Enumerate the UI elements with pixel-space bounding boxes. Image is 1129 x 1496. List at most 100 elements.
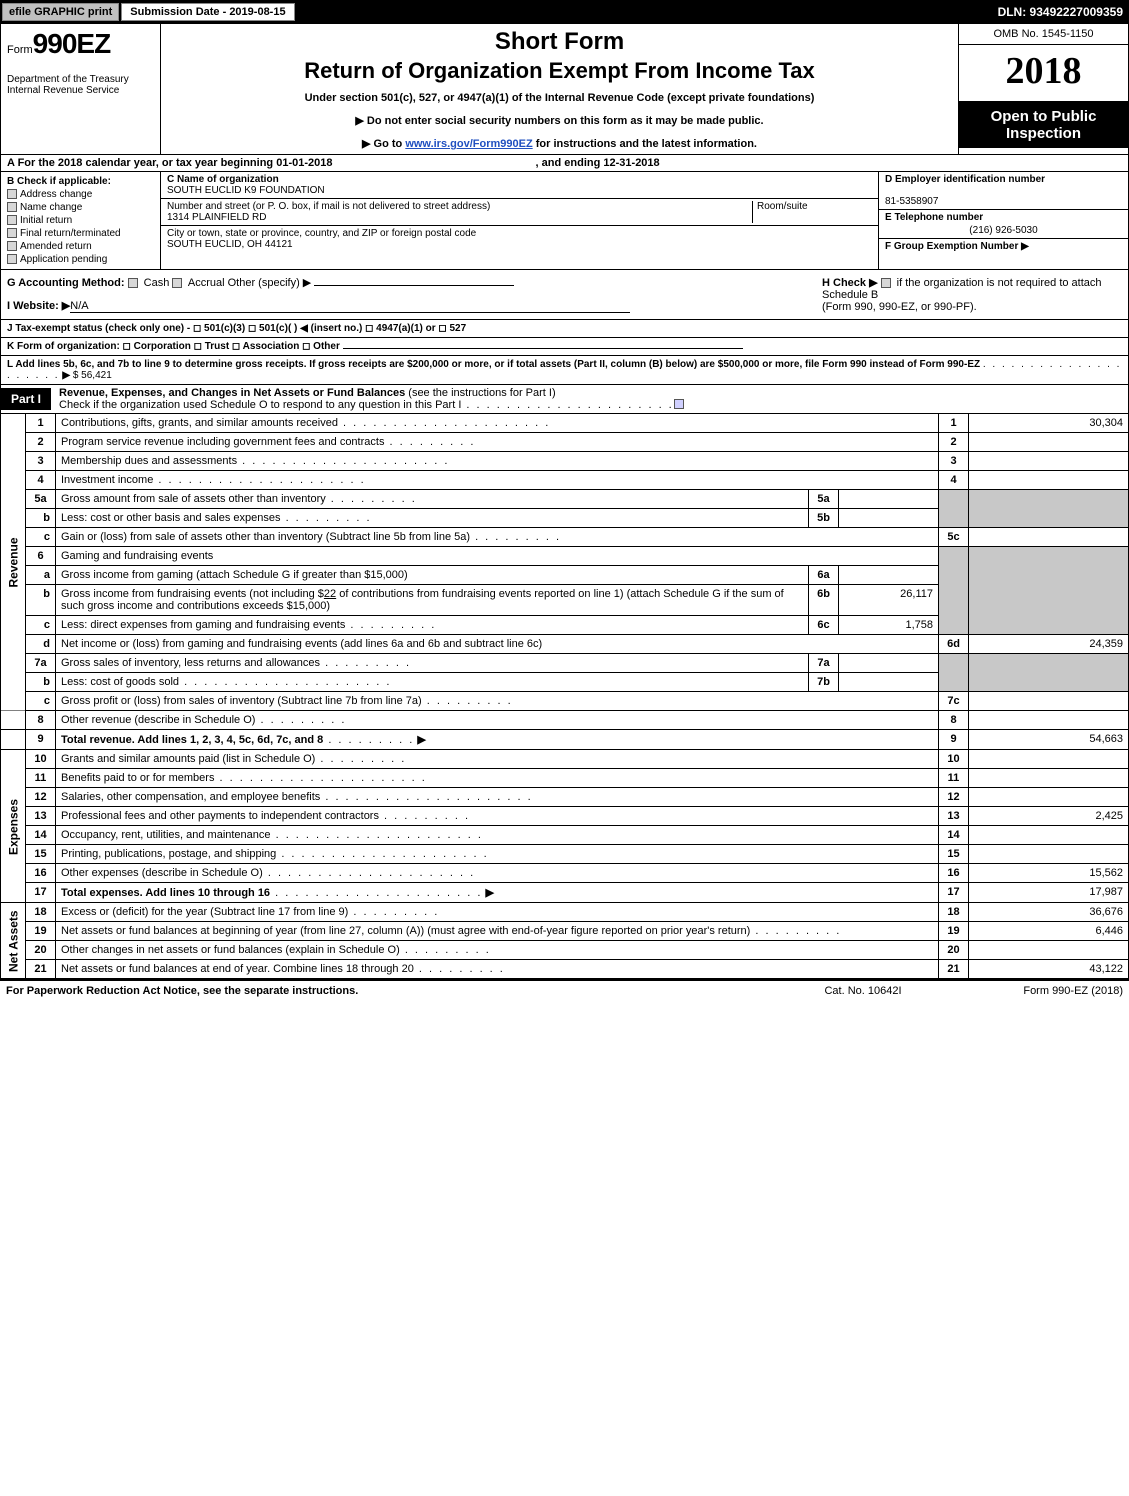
efile-print-button[interactable]: efile GRAPHIC print [2,3,119,21]
l3-num: 3 [26,452,56,471]
l1-desc: Contributions, gifts, grants, and simila… [61,417,338,429]
b-item-1: Name change [20,202,82,213]
l5c-bl: 5c [939,528,969,547]
l6d-amt: 24,359 [969,635,1129,654]
l21-bl: 21 [939,960,969,979]
line-10: Expenses 10 Grants and similar amounts p… [1,750,1129,769]
l15-desc: Printing, publications, postage, and shi… [61,848,276,860]
g-other-line [314,285,514,286]
b-item-3: Final return/terminated [20,228,121,239]
chk-name-change[interactable] [7,202,17,212]
l9-arrow: ▶ [417,734,425,746]
open-public-2: Inspection [963,125,1124,142]
l6c-num: c [26,616,56,635]
line-13: 13 Professional fees and other payments … [1,807,1129,826]
l3-amt [969,452,1129,471]
chk-initial-return[interactable] [7,215,17,225]
l6d-num: d [26,635,56,654]
l2-bl: 2 [939,433,969,452]
l5ab-shade [939,490,969,528]
footer-right: Form 990-EZ (2018) [963,985,1123,997]
l13-amt: 2,425 [969,807,1129,826]
l14-desc: Occupancy, rent, utilities, and maintena… [61,829,271,841]
j-text: J Tax-exempt status (check only one) - ◻… [7,323,466,334]
side-rev-ext2 [1,730,26,750]
g-label: G Accounting Method: [7,277,125,289]
l11-num: 11 [26,769,56,788]
l5b-sv [839,509,939,528]
line-7c: c Gross profit or (loss) from sales of i… [1,692,1129,711]
line-19: 19 Net assets or fund balances at beginn… [1,922,1129,941]
chk-cash[interactable] [128,278,138,288]
l6c-desc: Less: direct expenses from gaming and fu… [61,619,345,631]
l19-bl: 19 [939,922,969,941]
short-form-title: Short Form [171,28,948,56]
line-11: 11 Benefits paid to or for members 11 [1,769,1129,788]
l13-desc: Professional fees and other payments to … [61,810,379,822]
under-section: Under section 501(c), 527, or 4947(a)(1)… [171,92,948,104]
do-not-enter: ▶ Do not enter social security numbers o… [171,114,948,127]
l21-num: 21 [26,960,56,979]
l8-num: 8 [26,711,56,730]
f-arrow: ▶ [1021,241,1029,252]
chk-schedule-o[interactable] [674,399,684,409]
d-label: D Employer identification number [885,174,1045,185]
l7c-desc: Gross profit or (loss) from sales of inv… [61,695,422,707]
part-1-instr: (see the instructions for Part I) [405,387,555,399]
part-1-title-text: Revenue, Expenses, and Changes in Net As… [59,387,405,399]
l20-num: 20 [26,941,56,960]
chk-amended[interactable] [7,241,17,251]
e-tel-block: E Telephone number (216) 926-5030 [879,210,1128,239]
form-header: Form990EZ Department of the Treasury Int… [0,24,1129,155]
l9-num: 9 [26,730,56,750]
l7c-num: c [26,692,56,711]
chk-h[interactable] [881,278,891,288]
l-text: L Add lines 5b, 6c, and 7b to line 9 to … [7,359,980,370]
chk-accrual[interactable] [172,278,182,288]
b-item-2: Initial return [20,215,72,226]
l6b-sb: 6b [809,585,839,616]
l17-num: 17 [26,883,56,903]
l15-amt [969,845,1129,864]
line-1: Revenue 1 Contributions, gifts, grants, … [1,414,1129,433]
l17-arrow: ▶ [485,887,493,899]
g-block: G Accounting Method: Cash Accrual Other … [7,276,822,313]
l6c-sb: 6c [809,616,839,635]
l6-shade [939,547,969,635]
c-addr-label: Number and street (or P. O. box, if mail… [167,201,490,212]
l16-desc: Other expenses (describe in Schedule O) [61,867,263,879]
line-18: Net Assets 18 Excess or (deficit) for th… [1,903,1129,922]
l16-amt: 15,562 [969,864,1129,883]
chk-address-change[interactable] [7,189,17,199]
l11-bl: 11 [939,769,969,788]
l7ab-shade-amt [969,654,1129,692]
line-2: 2 Program service revenue including gove… [1,433,1129,452]
goto-link[interactable]: www.irs.gov/Form990EZ [405,138,532,150]
return-title: Return of Organization Exempt From Incom… [171,58,948,84]
l5a-num: 5a [26,490,56,509]
l2-num: 2 [26,433,56,452]
chk-final-return[interactable] [7,228,17,238]
line-12: 12 Salaries, other compensation, and emp… [1,788,1129,807]
l5a-sv [839,490,939,509]
l10-num: 10 [26,750,56,769]
l21-amt: 43,122 [969,960,1129,979]
l13-bl: 13 [939,807,969,826]
tax-year: 2018 [959,45,1128,102]
l19-amt: 6,446 [969,922,1129,941]
h-text1: H Check ▶ [822,277,878,289]
l6c-sv: 1,758 [839,616,939,635]
l7b-sb: 7b [809,673,839,692]
l10-desc: Grants and similar amounts paid (list in… [61,753,315,765]
line-7a: 7a Gross sales of inventory, less return… [1,654,1129,673]
l18-num: 18 [26,903,56,922]
col-b: B Check if applicable: Address change Na… [1,172,161,269]
f-label: F Group Exemption Number [885,241,1018,252]
l18-bl: 18 [939,903,969,922]
l14-bl: 14 [939,826,969,845]
row-l: L Add lines 5b, 6c, and 7b to line 9 to … [0,356,1129,385]
l12-desc: Salaries, other compensation, and employ… [61,791,320,803]
line-21: 21 Net assets or fund balances at end of… [1,960,1129,979]
k-text: K Form of organization: ◻ Corporation ◻ … [7,341,340,352]
chk-pending[interactable] [7,254,17,264]
